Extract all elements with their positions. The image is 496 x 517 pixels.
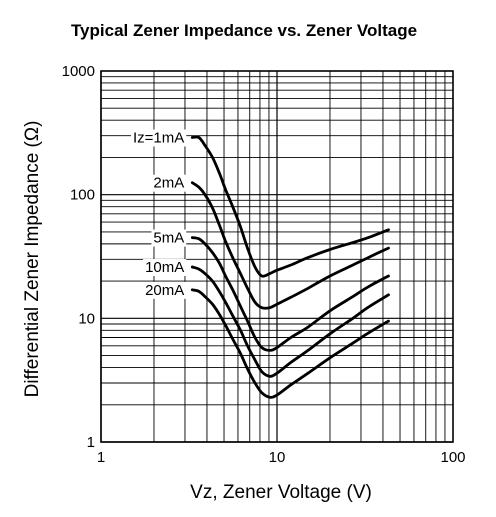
y-axis-label: Differential Zener Impedance (Ω) [22,121,43,398]
series-label-text: 5mA [153,230,184,247]
series-label-background [151,174,187,192]
series-line [190,236,390,352]
x-tick-label: 100 [440,449,465,466]
chart-title: Typical Zener Impedance vs. Zener Voltag… [71,21,417,40]
x-tick-label: 1 [97,449,105,466]
series-label: 5mA [151,229,187,247]
grid [100,71,453,443]
series-label-background [151,229,187,247]
y-tick-labels: 1 10 100 1000 [62,63,95,451]
plot-frame [100,70,454,443]
series-line [190,181,390,310]
series-label: 10mA [143,259,187,277]
y-tick-label: 1 [87,434,95,451]
series-label-background [143,259,187,277]
series-label: 2mA [151,174,187,192]
series-label-text: 2mA [153,175,184,192]
x-axis-label: Vz, Zener Voltage (V) [190,482,372,503]
series-line [190,135,390,278]
series-line [190,288,390,399]
curve-labels: Iz=1mA 2mA 5mA 10mA 20mA [130,129,187,299]
series-label-text: Iz=1mA [133,129,184,146]
y-tick-label: 10 [78,310,95,327]
series-label: 20mA [143,281,187,299]
series-label-background [130,129,187,147]
series-label-text: 20mA [145,282,184,299]
x-tick-label: 10 [269,449,286,466]
series-line [190,265,390,378]
y-tick-label: 100 [70,187,95,204]
x-tick-labels: 1 10 100 [97,449,466,466]
series-label-text: 10mA [145,259,184,276]
series-label-background [143,281,187,299]
curves [190,135,390,399]
y-tick-label: 1000 [62,63,95,80]
series-label: Iz=1mA [130,129,187,147]
